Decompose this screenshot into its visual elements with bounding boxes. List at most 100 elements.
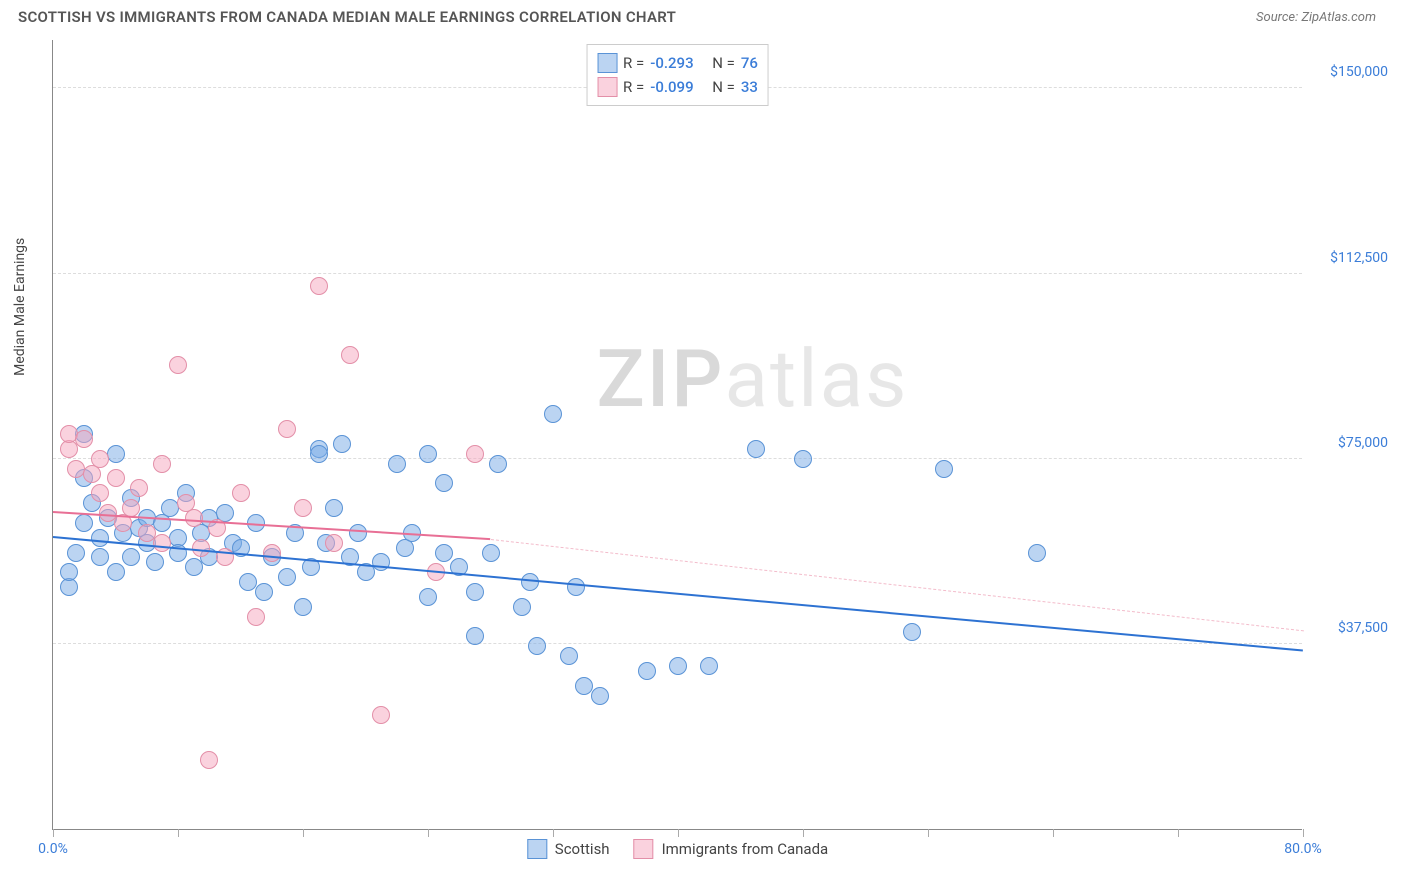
scatter-point bbox=[435, 474, 453, 492]
scatter-point bbox=[232, 484, 250, 502]
legend-series: Scottish Immigrants from Canada bbox=[527, 839, 828, 859]
trend-line-extrapolated bbox=[490, 539, 1303, 631]
scatter-point bbox=[466, 583, 484, 601]
scatter-point bbox=[489, 455, 507, 473]
scatter-point bbox=[278, 420, 296, 438]
scatter-point bbox=[669, 657, 687, 675]
scatter-point bbox=[794, 450, 812, 468]
scatter-point bbox=[294, 499, 312, 517]
scatter-point bbox=[372, 553, 390, 571]
legend-n-value: 76 bbox=[741, 51, 758, 75]
scatter-point bbox=[247, 608, 265, 626]
scatter-point bbox=[153, 455, 171, 473]
scatter-point bbox=[333, 435, 351, 453]
chart-container: Median Male Earnings ZIPatlas R =-0.293N… bbox=[18, 40, 1388, 850]
y-tick-label: $37,500 bbox=[1308, 620, 1388, 636]
scatter-point bbox=[107, 445, 125, 463]
scatter-point bbox=[91, 484, 109, 502]
scatter-point bbox=[91, 529, 109, 547]
scatter-point bbox=[310, 445, 328, 463]
legend-correlation: R =-0.293N =76R =-0.099N =33 bbox=[586, 44, 769, 106]
x-tick bbox=[678, 829, 679, 837]
y-tick-label: $75,000 bbox=[1308, 435, 1388, 451]
legend-swatch bbox=[634, 839, 654, 859]
gridline-h bbox=[53, 458, 1302, 459]
scatter-point bbox=[638, 662, 656, 680]
scatter-point bbox=[544, 405, 562, 423]
chart-title: SCOTTISH VS IMMIGRANTS FROM CANADA MEDIA… bbox=[18, 8, 676, 26]
scatter-point bbox=[521, 573, 539, 591]
scatter-point bbox=[107, 563, 125, 581]
scatter-point bbox=[349, 524, 367, 542]
legend-swatch bbox=[597, 53, 617, 73]
x-tick bbox=[1303, 829, 1304, 837]
scatter-point bbox=[122, 548, 140, 566]
scatter-point bbox=[255, 583, 273, 601]
x-tick bbox=[803, 829, 804, 837]
scatter-point bbox=[75, 514, 93, 532]
scatter-point bbox=[466, 445, 484, 463]
legend-r-label: R = bbox=[623, 51, 644, 75]
scatter-point bbox=[419, 588, 437, 606]
plot-area: ZIPatlas R =-0.293N =76R =-0.099N =33 Sc… bbox=[52, 40, 1302, 830]
source-attribution: Source: ZipAtlas.com bbox=[1256, 10, 1376, 25]
watermark: ZIPatlas bbox=[596, 332, 908, 426]
scatter-point bbox=[146, 553, 164, 571]
legend-r-value: -0.293 bbox=[650, 51, 706, 75]
x-tick bbox=[303, 829, 304, 837]
scatter-point bbox=[591, 687, 609, 705]
scatter-point bbox=[325, 499, 343, 517]
y-tick-label: $150,000 bbox=[1308, 64, 1388, 80]
scatter-point bbox=[466, 627, 484, 645]
x-tick-label: 80.0% bbox=[1284, 841, 1322, 857]
scatter-point bbox=[67, 544, 85, 562]
legend-swatch bbox=[597, 77, 617, 97]
x-tick bbox=[553, 829, 554, 837]
scatter-point bbox=[185, 509, 203, 527]
scatter-point bbox=[935, 460, 953, 478]
x-tick bbox=[1178, 829, 1179, 837]
watermark-part-a: ZIP bbox=[596, 332, 724, 426]
watermark-part-b: atlas bbox=[724, 332, 908, 426]
scatter-point bbox=[435, 544, 453, 562]
scatter-point bbox=[60, 563, 78, 581]
scatter-point bbox=[903, 623, 921, 641]
x-tick-label: 0.0% bbox=[38, 841, 68, 857]
scatter-point bbox=[91, 450, 109, 468]
legend-n-label: N = bbox=[712, 51, 735, 75]
source-value: ZipAtlas.com bbox=[1301, 10, 1376, 25]
scatter-point bbox=[185, 558, 203, 576]
scatter-point bbox=[747, 440, 765, 458]
scatter-point bbox=[91, 548, 109, 566]
gridline-h bbox=[53, 643, 1302, 644]
source-label: Source: bbox=[1256, 10, 1301, 25]
legend-n-value: 33 bbox=[741, 75, 758, 99]
x-tick bbox=[178, 829, 179, 837]
scatter-point bbox=[513, 598, 531, 616]
scatter-point bbox=[153, 534, 171, 552]
legend-series-item: Scottish bbox=[527, 839, 610, 859]
scatter-point bbox=[560, 647, 578, 665]
gridline-h bbox=[53, 273, 1302, 274]
scatter-point bbox=[169, 356, 187, 374]
scatter-point bbox=[1028, 544, 1046, 562]
scatter-point bbox=[107, 469, 125, 487]
scatter-point bbox=[482, 544, 500, 562]
scatter-point bbox=[294, 598, 312, 616]
legend-n-label: N = bbox=[712, 75, 735, 99]
scatter-point bbox=[130, 479, 148, 497]
scatter-point bbox=[341, 346, 359, 364]
x-tick bbox=[53, 829, 54, 837]
x-tick bbox=[428, 829, 429, 837]
trend-line bbox=[53, 536, 1303, 652]
scatter-point bbox=[419, 445, 437, 463]
scatter-point bbox=[567, 578, 585, 596]
scatter-point bbox=[200, 751, 218, 769]
x-tick bbox=[928, 829, 929, 837]
scatter-point bbox=[700, 657, 718, 675]
scatter-point bbox=[325, 534, 343, 552]
y-tick-label: $112,500 bbox=[1308, 250, 1388, 266]
legend-series-label: Immigrants from Canada bbox=[662, 840, 829, 858]
legend-correlation-row: R = -0.293 N = 76 bbox=[597, 51, 758, 75]
y-axis-label: Median Male Earnings bbox=[12, 238, 28, 376]
